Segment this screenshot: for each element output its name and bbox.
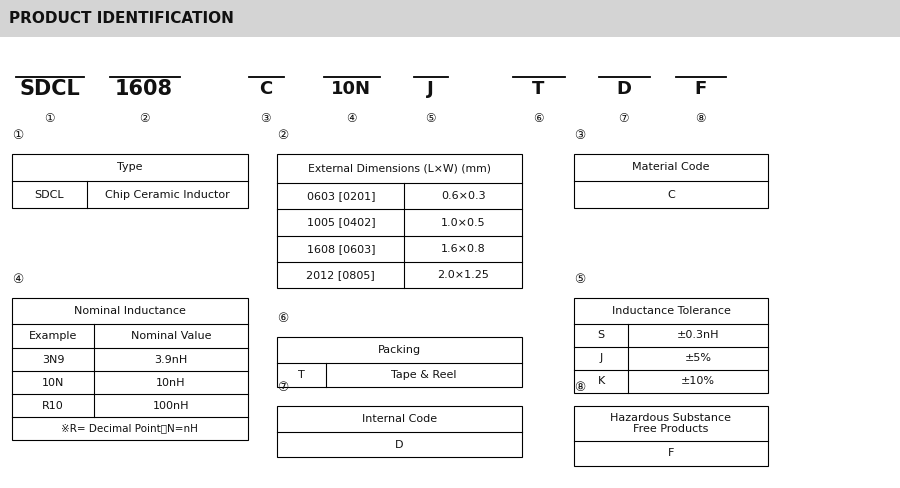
- Text: ①: ①: [44, 112, 55, 124]
- Text: 1608 [0603]: 1608 [0603]: [307, 244, 375, 254]
- Text: SDCL: SDCL: [34, 190, 64, 200]
- Text: Type: Type: [117, 163, 142, 172]
- Text: Material Code: Material Code: [632, 163, 710, 172]
- Text: C: C: [667, 190, 675, 200]
- Text: 0.6×0.3: 0.6×0.3: [441, 191, 486, 201]
- Text: External Dimensions (L×W) (mm): External Dimensions (L×W) (mm): [308, 163, 491, 173]
- Text: 1.0×0.5: 1.0×0.5: [441, 218, 486, 227]
- Text: ③: ③: [260, 112, 271, 124]
- Text: ⑦: ⑦: [618, 112, 629, 124]
- Text: 3.9nH: 3.9nH: [154, 355, 187, 365]
- Text: SDCL: SDCL: [19, 79, 80, 99]
- Text: S: S: [598, 330, 605, 341]
- Text: Nominal Value: Nominal Value: [130, 331, 212, 341]
- Text: 3N9: 3N9: [41, 355, 64, 365]
- Text: T: T: [532, 80, 544, 98]
- Text: Nominal Inductance: Nominal Inductance: [74, 306, 185, 316]
- Text: ±5%: ±5%: [685, 353, 712, 364]
- Text: ⑧: ⑧: [574, 381, 586, 394]
- Text: ②: ②: [139, 112, 149, 124]
- Text: 10N: 10N: [41, 378, 64, 388]
- Text: PRODUCT IDENTIFICATION: PRODUCT IDENTIFICATION: [9, 11, 234, 26]
- Text: 0603 [0201]: 0603 [0201]: [307, 191, 375, 201]
- Text: ③: ③: [574, 129, 586, 142]
- Text: Tape & Reel: Tape & Reel: [392, 370, 457, 380]
- Text: ⑦: ⑦: [277, 381, 288, 394]
- Text: Internal Code: Internal Code: [362, 414, 437, 424]
- Text: ⑤: ⑤: [574, 273, 586, 285]
- Text: ④: ④: [346, 112, 356, 124]
- Text: Packing: Packing: [378, 345, 421, 355]
- Text: F: F: [694, 80, 706, 98]
- Text: Inductance Tolerance: Inductance Tolerance: [611, 306, 731, 316]
- Text: D: D: [616, 80, 631, 98]
- Text: R10: R10: [42, 401, 64, 411]
- Text: J: J: [427, 80, 434, 98]
- FancyBboxPatch shape: [0, 0, 900, 37]
- Text: 1005 [0402]: 1005 [0402]: [307, 218, 375, 227]
- Text: C: C: [259, 80, 272, 98]
- Text: 10N: 10N: [331, 80, 371, 98]
- Text: Example: Example: [29, 331, 77, 341]
- Text: Chip Ceramic Inductor: Chip Ceramic Inductor: [105, 190, 230, 200]
- Text: J: J: [599, 353, 603, 364]
- Text: ②: ②: [277, 129, 288, 142]
- Text: T: T: [298, 370, 305, 380]
- Text: ⑥: ⑥: [277, 312, 288, 325]
- Text: K: K: [598, 376, 605, 386]
- Text: 10nH: 10nH: [156, 378, 185, 388]
- Text: ±0.3nH: ±0.3nH: [677, 330, 719, 341]
- Text: F: F: [668, 448, 674, 458]
- Text: ⑧: ⑧: [695, 112, 706, 124]
- Text: ※R= Decimal Point，N=nH: ※R= Decimal Point，N=nH: [61, 424, 198, 433]
- Text: 1608: 1608: [115, 79, 173, 99]
- Text: ±10%: ±10%: [681, 376, 715, 386]
- Text: D: D: [395, 440, 404, 449]
- Text: 100nH: 100nH: [153, 401, 189, 411]
- Text: ⑥: ⑥: [533, 112, 544, 124]
- Text: ④: ④: [12, 273, 23, 285]
- Text: ⑤: ⑤: [425, 112, 436, 124]
- Text: ①: ①: [12, 129, 23, 142]
- Text: 1.6×0.8: 1.6×0.8: [441, 244, 486, 254]
- Text: Hazardous Substance
Free Products: Hazardous Substance Free Products: [610, 413, 732, 434]
- Text: 2012 [0805]: 2012 [0805]: [307, 270, 375, 280]
- Text: 2.0×1.25: 2.0×1.25: [437, 270, 490, 280]
